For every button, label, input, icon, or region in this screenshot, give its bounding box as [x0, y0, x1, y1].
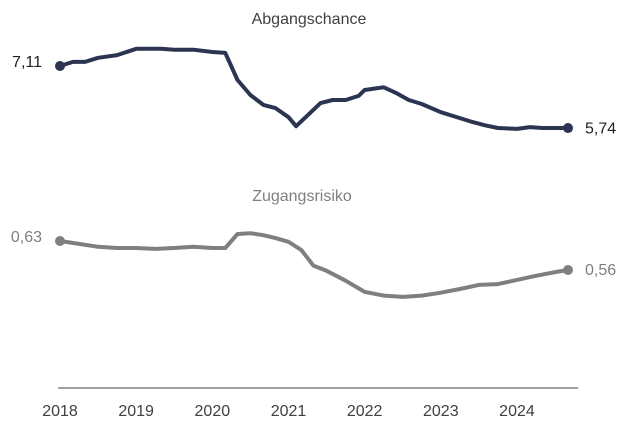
x-tick-label: 2021	[271, 403, 307, 420]
x-tick-label: 2019	[118, 403, 154, 420]
x-tick-label: 2022	[347, 403, 383, 420]
chart-title: Abgangschance	[252, 11, 367, 28]
x-tick-label: 2020	[195, 403, 231, 420]
series-line	[59, 231, 569, 299]
value-label: 0,63	[11, 229, 42, 246]
x-tick-label: 2018	[42, 403, 78, 420]
x-tick-label: 2024	[499, 403, 535, 420]
series-line	[59, 46, 568, 131]
value-label: 7,11	[12, 54, 42, 71]
end-point	[55, 236, 65, 247]
chart-title: Zugangsrisiko	[252, 188, 352, 205]
value-label: 0,56	[585, 262, 616, 279]
end-point	[55, 60, 65, 71]
end-point	[563, 264, 573, 275]
end-point	[563, 123, 573, 134]
x-tick-label: 2023	[423, 403, 459, 420]
value-label: 5,74	[585, 120, 616, 137]
